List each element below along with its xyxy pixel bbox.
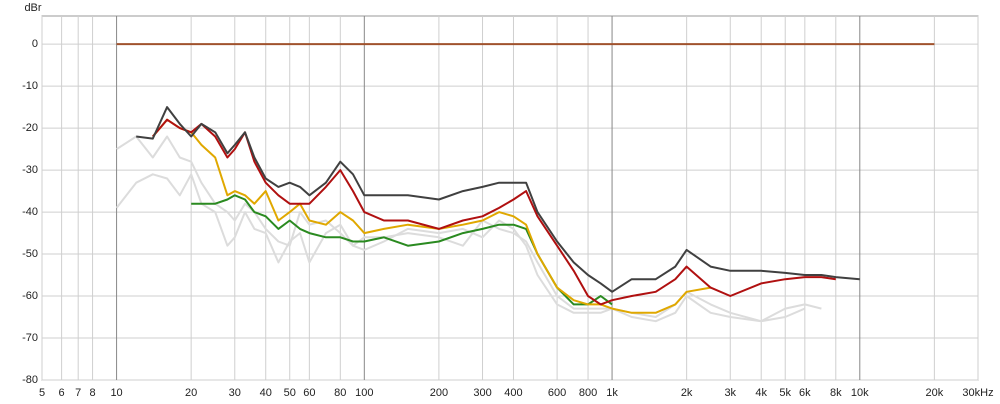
x-tick-label: 30kHz (962, 387, 993, 399)
x-tick-label: 20k (926, 387, 944, 399)
x-tick-label: 100 (355, 387, 373, 399)
x-tick-label: 3k (724, 387, 736, 399)
x-tick-label: 200 (430, 387, 448, 399)
x-tick-label: 80 (334, 387, 346, 399)
x-tick-label: 20 (185, 387, 197, 399)
y-tick-label: -10 (22, 80, 38, 92)
y-tick-label: -60 (22, 290, 38, 302)
x-tick-label: 7 (75, 387, 81, 399)
x-tick-label: 600 (548, 387, 566, 399)
y-tick-label: -70 (22, 332, 38, 344)
x-tick-label: 10k (851, 387, 869, 399)
x-tick-label: 50 (284, 387, 296, 399)
y-tick-label: -20 (22, 122, 38, 134)
y-tick-label: 0 (32, 38, 38, 50)
x-tick-label: 10 (110, 387, 122, 399)
series-line (115, 173, 806, 323)
x-tick-label: 400 (504, 387, 522, 399)
y-tick-label: -80 (22, 374, 38, 386)
x-tick-label: 6k (799, 387, 811, 399)
series-line (116, 135, 822, 323)
y-tick-label: -40 (22, 206, 38, 218)
y-axis-label: dBr (24, 2, 41, 14)
x-tick-label: 5k (779, 387, 791, 399)
x-tick-label: 5 (39, 387, 45, 399)
x-tick-label: 300 (473, 387, 491, 399)
x-tick-label: 6 (59, 387, 65, 399)
series-line (152, 118, 836, 306)
y-tick-label: -30 (22, 164, 38, 176)
x-tick-label: 8k (830, 387, 842, 399)
x-tick-label: 1k (606, 387, 618, 399)
x-tick-label: 2k (681, 387, 693, 399)
x-tick-label: 800 (579, 387, 597, 399)
series-line (136, 106, 860, 293)
x-tick-label: 60 (303, 387, 315, 399)
x-tick-label: 30 (229, 387, 241, 399)
y-tick-label: -50 (22, 248, 38, 260)
x-tick-label: 8 (90, 387, 96, 399)
x-tick-label: 40 (260, 387, 272, 399)
plot-area (41, 15, 979, 381)
x-tick-label: 4k (755, 387, 767, 399)
series-line (152, 118, 711, 314)
